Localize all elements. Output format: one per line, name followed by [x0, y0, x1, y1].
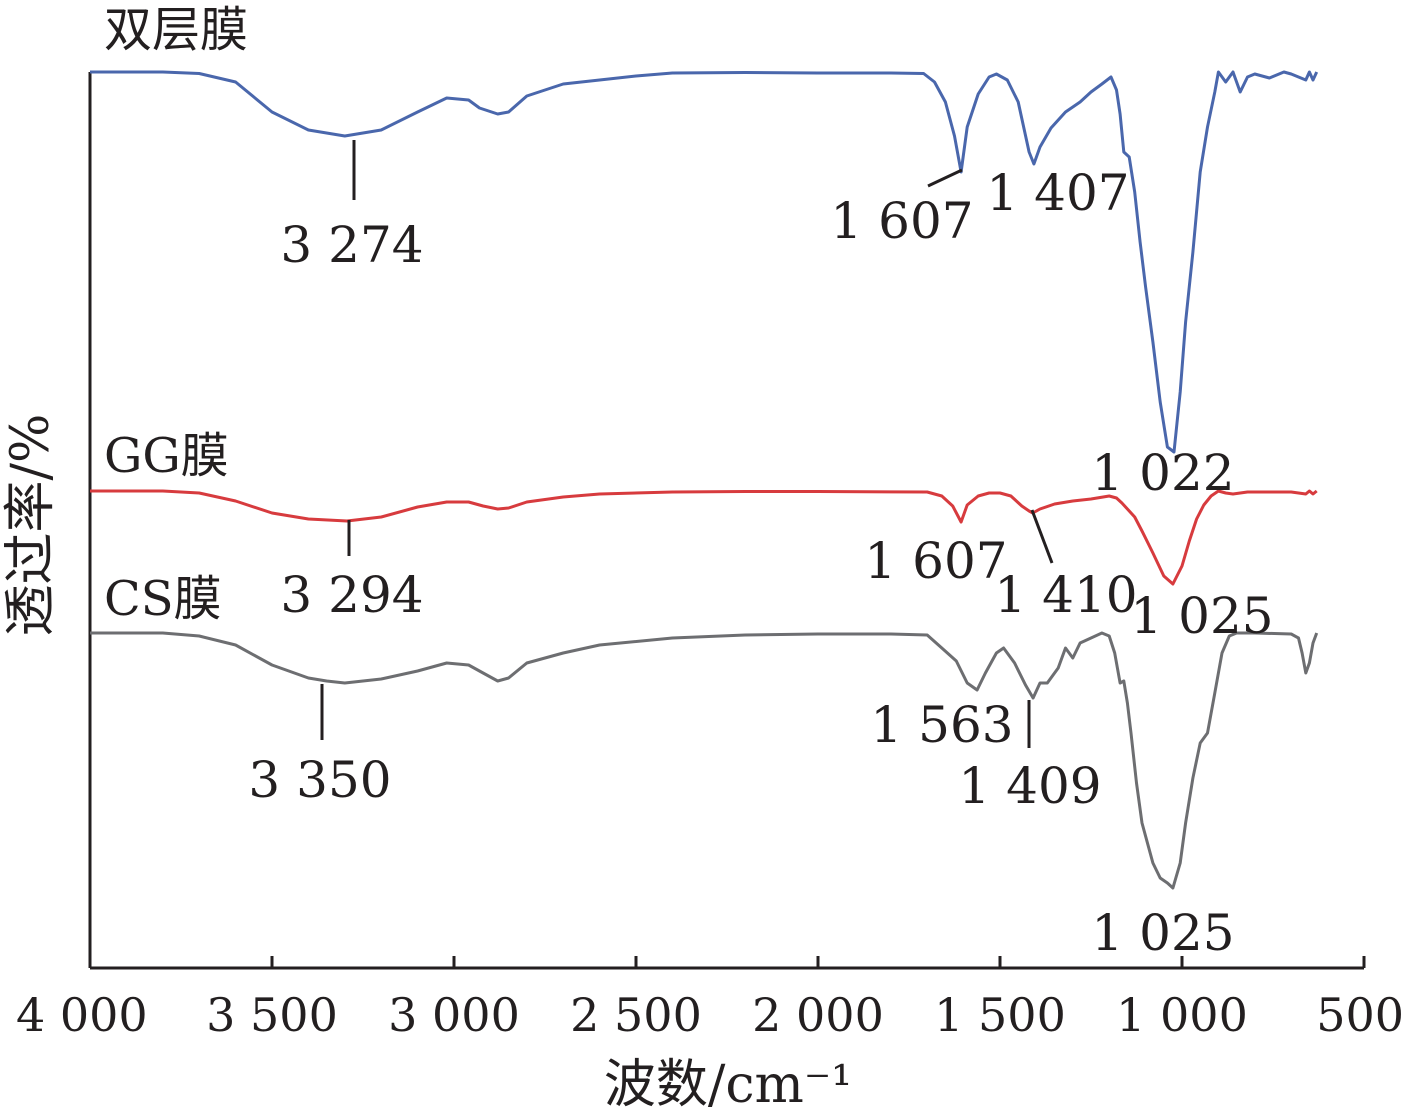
peak-label: 1 607 [830, 192, 973, 250]
peak-label: 3 294 [280, 566, 423, 624]
x-tick-label: 2 500 [570, 988, 702, 1042]
x-tick-label: 3 000 [388, 988, 520, 1042]
x-tick-label: 1 500 [934, 988, 1066, 1042]
peak-label: 1 025 [1091, 904, 1234, 962]
x-tick-label: 3 500 [206, 988, 338, 1042]
peak-label: 1 410 [994, 566, 1137, 624]
peak-label: 1 025 [1130, 587, 1273, 645]
series-line [90, 489, 1318, 586]
peak-leader-line [1030, 509, 1054, 564]
series-label: CS膜 [104, 571, 222, 627]
peak-label: 1 563 [870, 696, 1013, 754]
x-tick-label: 500 [1316, 988, 1404, 1042]
peak-label: 3 350 [248, 751, 391, 809]
peak-label: 1 022 [1091, 444, 1234, 502]
series-line [90, 631, 1319, 890]
peak-label: 3 274 [280, 216, 423, 274]
series-labels: 双层膜 GG膜 CS膜 [104, 2, 248, 627]
x-tick-label: 1 000 [1116, 988, 1248, 1042]
peak-label: 1 407 [986, 164, 1129, 222]
peak-leader-line [927, 168, 963, 188]
x-tick-label: 2 000 [752, 988, 884, 1042]
y-axis-title: 透过率/% [1, 414, 61, 637]
axes: 4 000 3 500 3 000 2 500 2 000 1 500 1 000 500 [16, 72, 1404, 1042]
x-tick-label: 4 000 [16, 988, 148, 1042]
series-label: 双层膜 [104, 2, 248, 58]
series-line [90, 70, 1319, 454]
peak-label: 1 409 [958, 757, 1101, 815]
series-layer [90, 70, 1319, 890]
x-axis-title: 波数/cm⁻¹ [604, 1055, 852, 1112]
series-label: GG膜 [104, 428, 229, 484]
peak-label: 1 607 [864, 532, 1007, 590]
